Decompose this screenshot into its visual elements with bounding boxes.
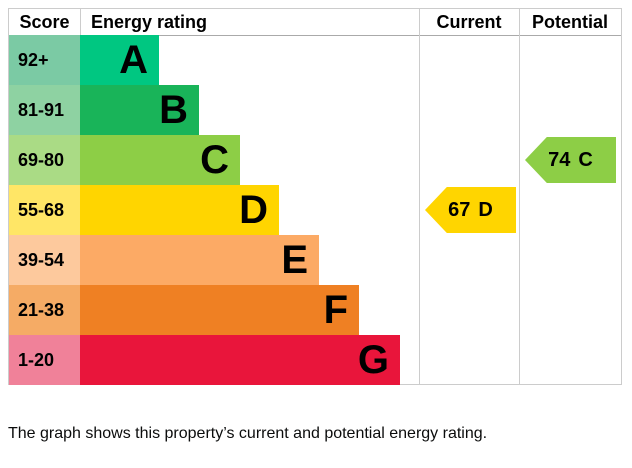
band-score-range-a: 92+ <box>9 35 80 85</box>
header-current: Current <box>436 12 502 32</box>
band-bar-a: A <box>80 35 159 85</box>
divider-score-column <box>80 9 81 35</box>
header-potential: Potential <box>531 12 608 32</box>
band-score-range-c: 69-80 <box>9 135 80 185</box>
potential-rating-band: C <box>578 148 593 171</box>
band-bar-b: B <box>80 85 199 135</box>
band-letter-e: E <box>281 238 308 282</box>
band-bar-g: G <box>80 335 400 385</box>
band-bar-f: F <box>80 285 359 335</box>
band-score-range-e: 39-54 <box>9 235 80 285</box>
current-rating-value: 67 <box>448 198 471 221</box>
band-letter-g: G <box>357 338 389 382</box>
band-letter-b: B <box>159 88 188 132</box>
current-rating-arrow: 67 D <box>425 187 516 233</box>
band-bar-d: D <box>80 185 279 235</box>
potential-rating-arrow: 74 C <box>525 137 616 183</box>
divider-current-column <box>419 9 420 384</box>
band-score-range-b: 81-91 <box>9 85 80 135</box>
band-score-range-d: 55-68 <box>9 185 80 235</box>
band-bar-c: C <box>80 135 240 185</box>
potential-rating-value: 74 <box>548 148 571 171</box>
band-letter-d: D <box>239 188 268 232</box>
band-letter-f: F <box>323 288 348 332</box>
epc-rating-chart: Score Energy rating Current Potential 92… <box>8 8 622 385</box>
band-letter-a: A <box>119 38 148 82</box>
header-score: Score <box>19 12 70 32</box>
header-underline <box>9 35 621 36</box>
band-bar-e: E <box>80 235 319 285</box>
band-letter-c: C <box>200 138 229 182</box>
header-energy-rating: Energy rating <box>91 12 208 32</box>
band-score-range-f: 21-38 <box>9 285 80 335</box>
band-score-range-g: 1-20 <box>9 335 80 385</box>
current-rating-band: D <box>478 198 493 221</box>
caption-text: The graph shows this property’s current … <box>8 425 488 442</box>
divider-potential-column <box>519 9 520 384</box>
